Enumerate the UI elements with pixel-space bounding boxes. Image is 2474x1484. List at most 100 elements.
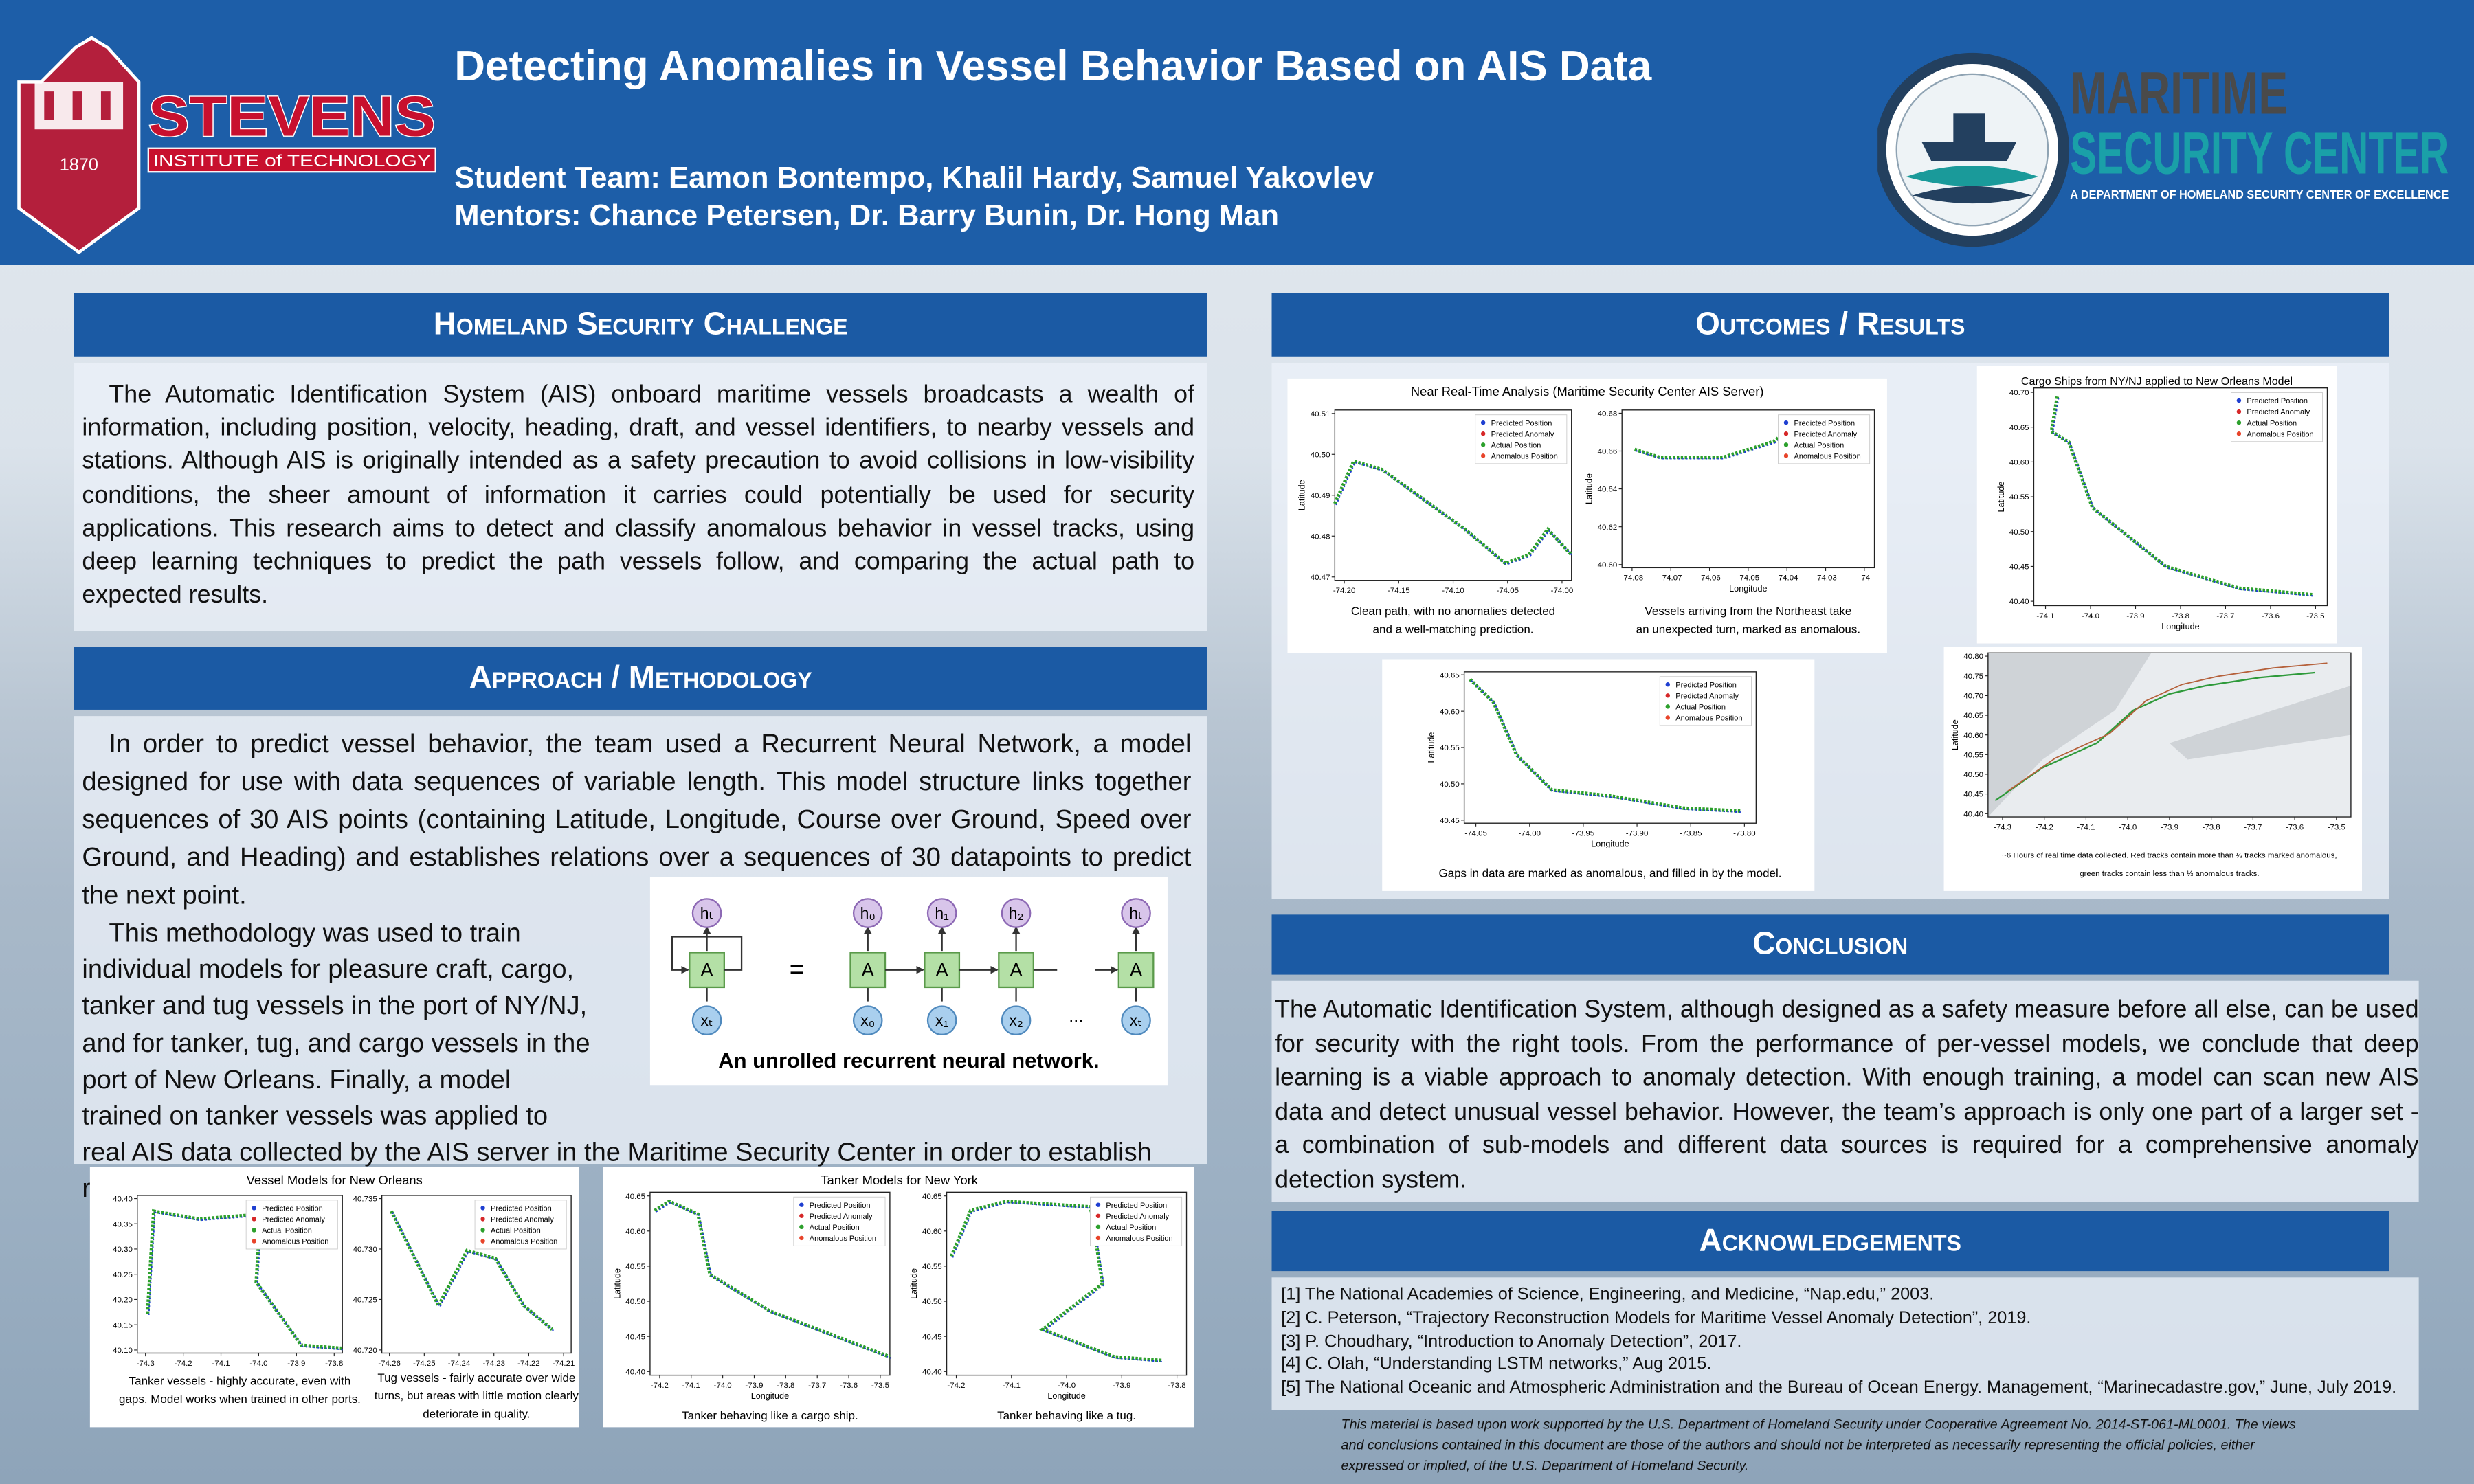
x-tick-label: -73.85 [1680,830,1702,838]
x-axis-label: Longitude [1591,840,1629,849]
h-node [691,898,722,928]
figure: 40.80 40.75 40.70 40.65 40.60 40.55 40.50 40.45… [1943,647,2362,891]
h-label: h₁ [935,904,949,922]
x-label: xₜ [700,1011,713,1029]
challenge-text: The Automatic Identification System (AIS… [82,381,1195,609]
legend-box [1659,676,1752,726]
plot-frame [649,1191,891,1376]
legend-box [474,1200,567,1250]
x-tick-label: -74.0 [714,1382,732,1390]
x-tick-label: -74.3 [1994,823,2011,831]
caption: turns, but areas with little motion clea… [375,1389,579,1402]
legend-box [793,1196,886,1246]
student-team: Student Team: Eamon Bontempo, Khalil Har… [454,162,1374,196]
msc-logo: MARITIME SECURITY CENTER A DEPARTMENT OF… [1877,52,2449,247]
x-tick-label: -74.00 [1551,587,1574,595]
legend-marker [2236,431,2242,436]
track [2007,662,2328,792]
y-axis-label: Latitude [1585,473,1594,504]
x-tick-label: -73.8 [325,1360,343,1368]
y-tick-label: 40.62 [1598,524,1618,532]
caption: Tanker behaving like a cargo ship. [682,1409,858,1422]
x-tick-label: -74.2 [2036,823,2053,831]
y-tick-label: 40.50 [1440,780,1460,789]
mentors: Mentors: Chance Petersen, Dr. Barry Buni… [454,200,1280,234]
a-cell [1117,952,1155,989]
y-tick-label: 40.40 [2009,598,2029,606]
x-tick-label: -74.1 [2036,612,2054,620]
loop-arrow [671,936,743,974]
h-label: h₀ [860,904,876,922]
caption: Clean path, with no anomalies detected [1351,605,1555,618]
legend-label: Predicted Anomaly [491,1216,554,1224]
x-tick-label: -74.23 [482,1360,505,1368]
legend-label: Actual Position [1106,1224,1156,1232]
plot-frame [381,1195,572,1354]
legend-marker [252,1239,256,1244]
legend-marker [1783,420,1789,425]
x-node [926,1005,957,1035]
x-tick-label: -74.06 [1698,574,1721,583]
legend-label: Predicted Position [2247,397,2308,405]
caption: deteriorate in quality. [423,1408,530,1421]
track [654,1199,891,1359]
legend-marker [1480,453,1486,458]
legend-marker [1095,1224,1101,1230]
y-tick-label: 40.720 [353,1347,377,1355]
caption: Tanker behaving like a tug. [997,1409,1136,1422]
x-label: x₀ [860,1011,875,1029]
x-tick-label: -73.7 [2216,612,2234,620]
stevens-shield [17,36,141,255]
legend-label: Anomalous Position [1794,453,1860,461]
y-tick-label: 40.68 [1598,410,1618,418]
x-tick-label: -73.9 [2161,823,2178,831]
legend-marker [252,1228,256,1233]
y-tick-label: 40.735 [353,1195,377,1204]
x-tick-label: -74.07 [1660,574,1682,583]
x-tick-label: -73.5 [871,1382,889,1390]
x-node [691,1005,722,1035]
track [390,1210,554,1331]
y-tick-label: 40.65 [625,1193,645,1201]
x-tick-label: -73.5 [2328,823,2345,831]
msc-wave [1906,166,2039,186]
x-tick-label: -73.7 [2244,823,2262,831]
plot-frame [1463,671,1757,824]
caption: and a well-matching prediction. [1373,623,1534,636]
legend-label: Predicted Anomaly [1106,1213,1169,1221]
figure: Vessel Models for New Orleans 40.40 40.35 4… [89,1167,579,1428]
legend-label: Predicted Anomaly [1491,430,1554,438]
legend-label: Predicted Anomaly [1675,692,1739,700]
x-tick-label: -74.0 [249,1360,267,1368]
reference: [4] C. Olah, “Understanding LSTM network… [1281,1355,1712,1375]
y-axis-label: Latitude [1427,732,1436,763]
y-axis-label: Latitude [612,1268,622,1299]
y-tick-label: 40.45 [1440,817,1460,825]
x-axis-label: Longitude [1047,1391,1085,1401]
legend-label: Actual Position [1794,441,1844,449]
legend-label: Anomalous Position [1675,715,1742,723]
legend-box [1778,414,1871,464]
legend-label: Predicted Position [1675,681,1737,689]
y-tick-label: 40.40 [1963,810,1983,818]
legend-label: Predicted Position [1491,419,1552,427]
legend-label: Actual Position [262,1227,312,1235]
caption: gaps. Model works when trained in other … [119,1393,361,1406]
x-tick-label: -74.25 [413,1360,436,1368]
legend-marker [1095,1213,1101,1218]
y-tick-label: 40.70 [2009,389,2029,397]
y-tick-label: 40.15 [113,1321,133,1329]
y-tick-label: 40.45 [2009,563,2029,572]
a-cell [924,952,961,989]
y-tick-label: 40.25 [113,1271,133,1279]
y-tick-label: 40.50 [2009,528,2029,537]
stevens-name: STEVENS [148,84,436,148]
reference: [2] C. Peterson, “Trajectory Reconstruct… [1281,1308,2031,1328]
equals: = [790,955,804,983]
disclaimer-line: This material is based upon work support… [1341,1416,2296,1432]
y-tick-label: 40.60 [2009,459,2029,467]
legend-label: Predicted Anomaly [810,1213,873,1221]
x-tick-label: -74.2 [947,1382,965,1390]
x-tick-label: -74.3 [137,1360,155,1368]
y-tick-label: 40.35 [113,1220,133,1228]
